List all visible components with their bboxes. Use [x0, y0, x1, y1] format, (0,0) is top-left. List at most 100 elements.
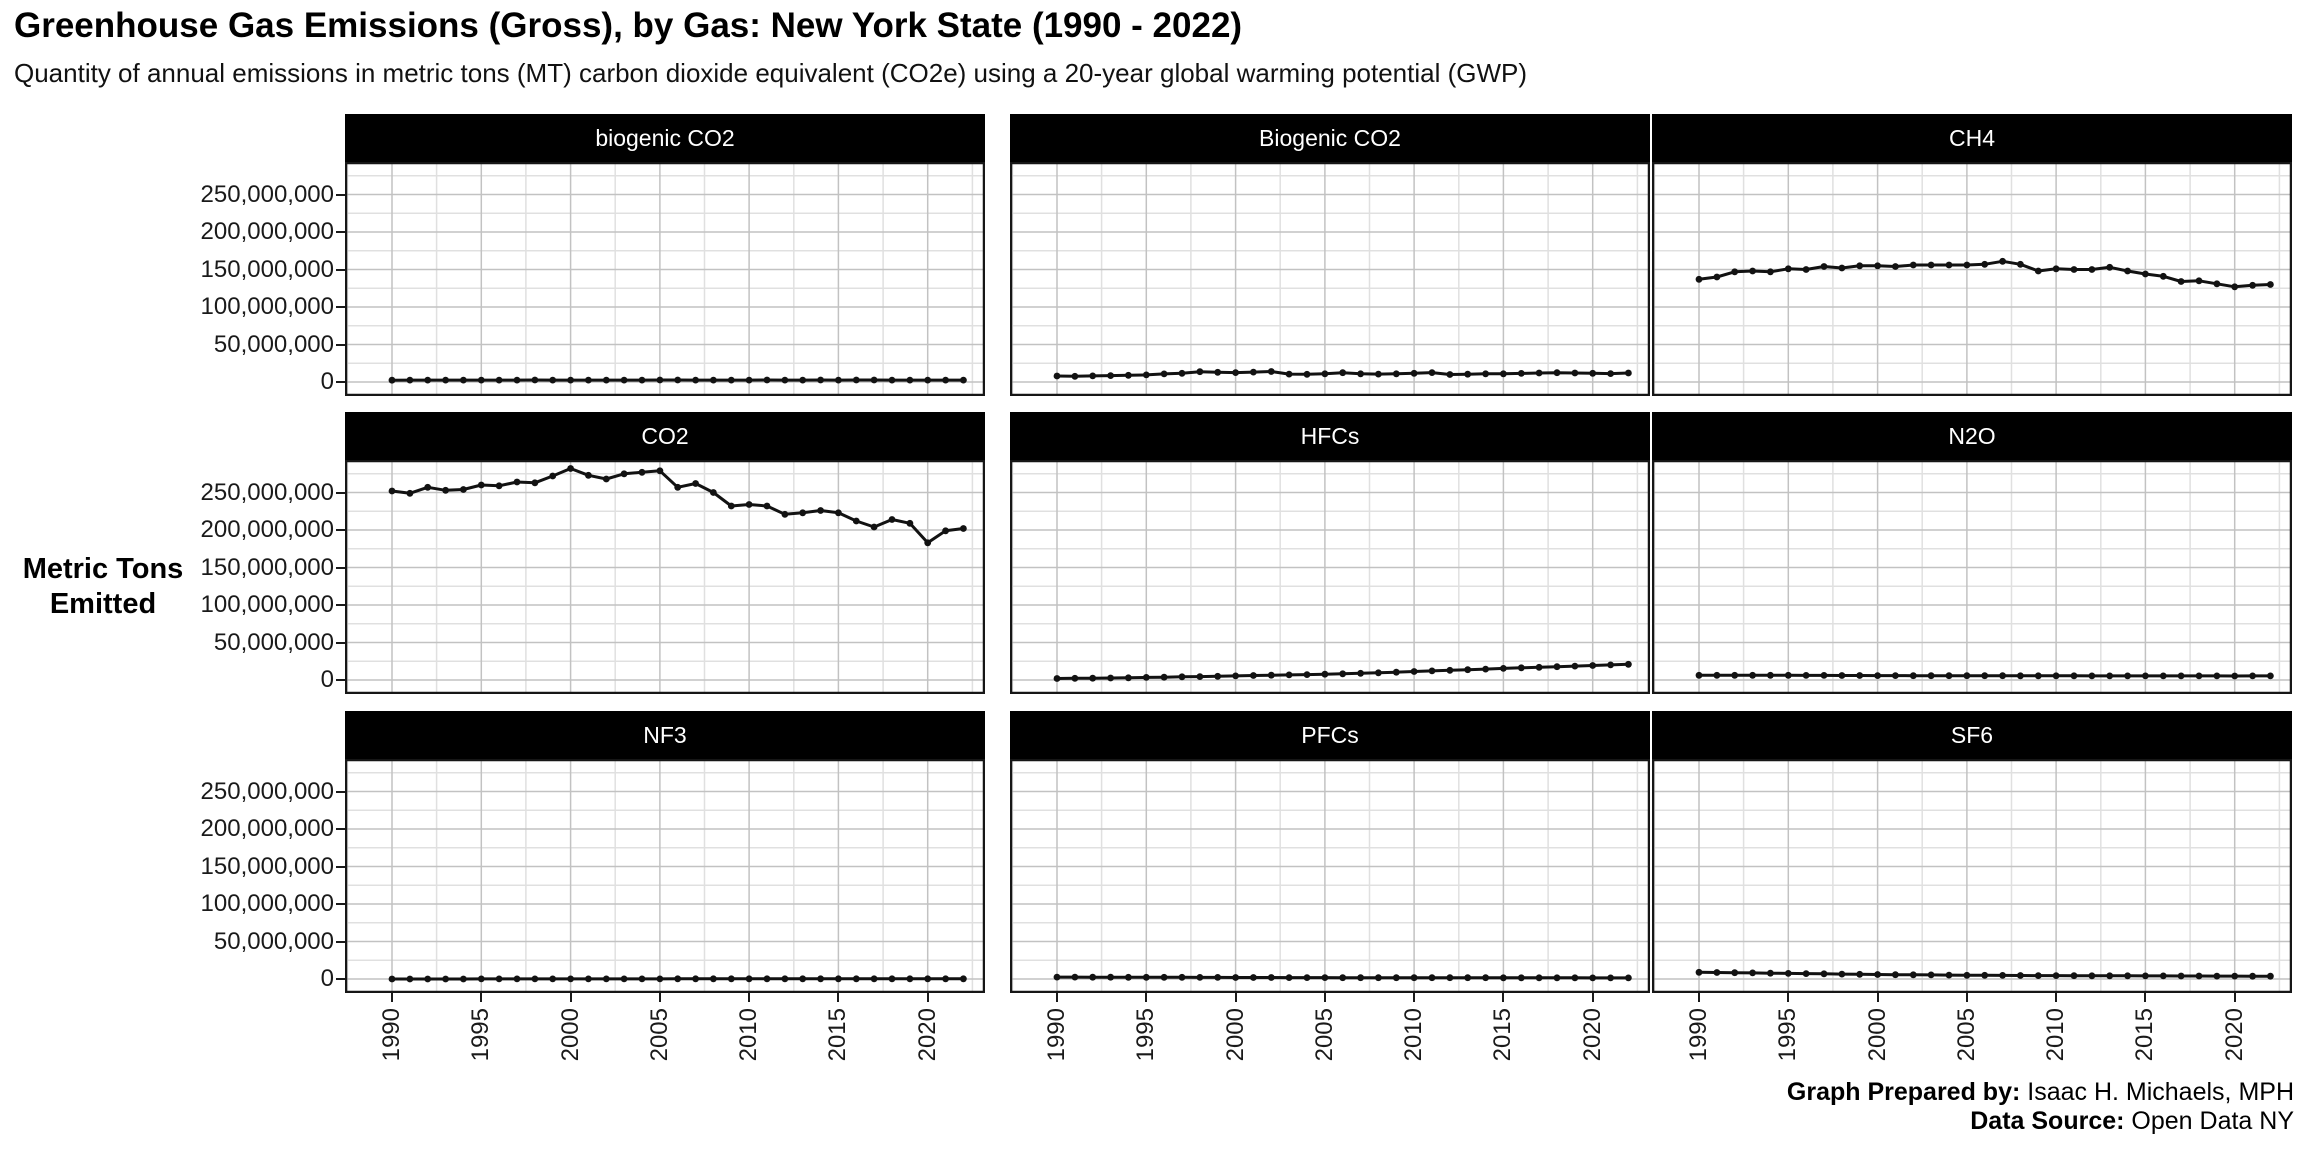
- y-tick-label: 200,000,000: [200, 815, 334, 842]
- y-tick-mark: [336, 529, 345, 531]
- y-tick-mark: [336, 306, 345, 308]
- x-tick-label: 2000: [1221, 1008, 1249, 1062]
- y-tick-mark: [336, 343, 345, 346]
- y-tick-mark: [336, 903, 345, 905]
- y-tick-mark: [336, 940, 345, 943]
- y-tick-mark: [336, 828, 345, 830]
- facet-strip-label: HFCs: [1300, 422, 1360, 449]
- y-tick-mark: [336, 679, 345, 681]
- x-tick-mark: [1876, 993, 1879, 1002]
- facet-strip-nf3: NF3: [345, 711, 985, 759]
- x-tick-mark: [1413, 993, 1416, 1002]
- x-tick-mark: [480, 993, 483, 1002]
- y-tick-mark: [336, 978, 345, 980]
- x-tick-mark: [1787, 993, 1790, 1002]
- y-tick-mark: [336, 865, 345, 868]
- caption-data-source: Data Source: Open Data NY: [1787, 1107, 2294, 1136]
- caption-source-value: Open Data NY: [2124, 1107, 2294, 1135]
- x-tick-label: 2005: [1952, 1008, 1980, 1062]
- x-tick-mark: [2055, 993, 2058, 1002]
- facet-panel-pfcs: [1010, 759, 1650, 993]
- x-tick-mark: [2144, 993, 2147, 1002]
- x-tick-mark: [748, 993, 751, 1002]
- x-tick-mark: [1056, 993, 1058, 1002]
- caption-source-label: Data Source:: [1970, 1107, 2125, 1135]
- facet-panel-biogenic-co2-upper: [1010, 162, 1650, 396]
- x-tick-mark: [1323, 993, 1326, 1002]
- facet-panel-hfcs: [1010, 460, 1650, 694]
- y-tick-label: 250,000,000: [200, 180, 334, 208]
- y-tick-mark: [336, 790, 345, 793]
- x-tick-mark: [658, 993, 661, 1002]
- facet-strip-biogenic-co2-upper: Biogenic CO2: [1010, 114, 1650, 162]
- facet-strip-biogenic-co2-lower: biogenic CO2: [345, 114, 985, 162]
- x-tick-label: 2010: [735, 1008, 763, 1062]
- x-tick-label: 1995: [1132, 1008, 1160, 1062]
- facet-panel-n2o: [1652, 460, 2292, 694]
- x-tick-mark: [569, 993, 572, 1002]
- x-tick-mark: [1145, 993, 1148, 1002]
- caption-prepared-by-value: Isaac H. Michaels, MPH: [2020, 1078, 2294, 1106]
- x-tick-label: 1990: [1043, 1008, 1070, 1062]
- x-tick-label: 1990: [378, 1008, 405, 1062]
- y-tick-mark: [336, 231, 345, 233]
- facet-panel-co2: [345, 460, 985, 694]
- facet-strip-hfcs: HFCs: [1010, 412, 1650, 460]
- y-tick-label: 150,000,000: [200, 852, 334, 880]
- x-tick-label: 2000: [1863, 1008, 1891, 1062]
- y-tick-label: 200,000,000: [200, 516, 334, 543]
- y-tick-mark: [336, 268, 345, 271]
- y-tick-label: 50,000,000: [213, 330, 334, 358]
- facet-strip-label: biogenic CO2: [595, 124, 735, 151]
- y-tick-label: 0: [320, 666, 334, 693]
- chart-caption: Graph Prepared by: Isaac H. Michaels, MP…: [1787, 1078, 2294, 1136]
- facet-strip-label: N2O: [1948, 422, 1996, 449]
- x-tick-mark: [1698, 993, 1700, 1002]
- facet-strip-co2: CO2: [345, 412, 985, 460]
- y-tick-label: 100,000,000: [200, 591, 334, 618]
- y-tick-label: 100,000,000: [200, 293, 334, 320]
- x-tick-label: 2020: [2220, 1008, 2248, 1062]
- y-axis-title: Metric Tons Emitted: [22, 553, 184, 620]
- y-tick-label: 0: [320, 965, 334, 992]
- y-tick-mark: [336, 491, 345, 494]
- y-tick-label: 100,000,000: [200, 890, 334, 917]
- x-tick-label: 2020: [1578, 1008, 1606, 1062]
- y-tick-label: 0: [320, 368, 334, 395]
- facet-strip-label: CH4: [1948, 124, 1995, 151]
- caption-prepared-by-label: Graph Prepared by:: [1786, 1078, 2021, 1106]
- y-tick-label: 200,000,000: [200, 218, 334, 245]
- y-tick-mark: [336, 566, 345, 569]
- x-tick-mark: [1591, 993, 1594, 1002]
- chart-title: Greenhouse Gas Emissions (Gross), by Gas…: [14, 6, 1243, 45]
- y-tick-label: 150,000,000: [200, 553, 334, 581]
- facet-panel-ch4: [1652, 162, 2292, 396]
- facet-strip-label: Biogenic CO2: [1259, 124, 1401, 151]
- facet-panel-biogenic-co2-lower: [345, 162, 985, 396]
- y-tick-mark: [336, 381, 345, 383]
- facet-strip-n2o: N2O: [1652, 412, 2292, 460]
- y-tick-mark: [336, 604, 345, 606]
- y-tick-mark: [336, 193, 345, 196]
- x-tick-label: 2015: [1489, 1008, 1517, 1062]
- x-tick-label: 2010: [2042, 1008, 2070, 1062]
- x-tick-label: 2000: [556, 1008, 584, 1062]
- facet-strip-pfcs: PFCs: [1010, 711, 1650, 759]
- caption-prepared-by: Graph Prepared by: Isaac H. Michaels, MP…: [1787, 1078, 2294, 1107]
- facet-strip-ch4: CH4: [1652, 114, 2292, 162]
- facet-panel-nf3: [345, 759, 985, 993]
- x-tick-mark: [926, 993, 929, 1002]
- x-tick-label: 2005: [645, 1008, 673, 1062]
- y-tick-label: 150,000,000: [200, 255, 334, 283]
- x-tick-mark: [1502, 993, 1505, 1002]
- y-tick-mark: [336, 641, 345, 644]
- y-tick-label: 250,000,000: [200, 777, 334, 805]
- chart-subtitle: Quantity of annual emissions in metric t…: [14, 58, 1528, 88]
- x-tick-label: 2005: [1310, 1008, 1338, 1062]
- y-tick-label: 250,000,000: [200, 478, 334, 506]
- x-tick-label: 1990: [1685, 1008, 1712, 1062]
- y-tick-label: 50,000,000: [213, 628, 334, 656]
- x-tick-label: 1995: [467, 1008, 495, 1062]
- x-tick-label: 2015: [824, 1008, 852, 1062]
